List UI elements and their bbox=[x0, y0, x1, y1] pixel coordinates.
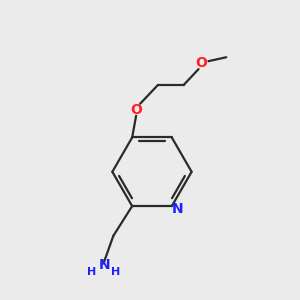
Text: N: N bbox=[99, 258, 110, 272]
Text: O: O bbox=[196, 56, 208, 70]
Text: O: O bbox=[130, 103, 142, 117]
Text: H: H bbox=[111, 268, 120, 278]
Text: N: N bbox=[171, 202, 183, 216]
Text: H: H bbox=[87, 268, 96, 278]
